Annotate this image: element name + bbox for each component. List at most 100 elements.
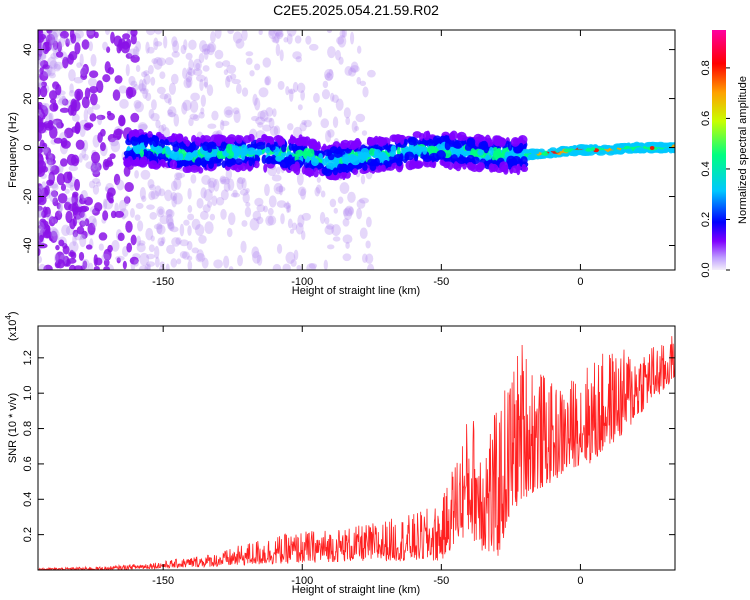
colorbar-gradient <box>712 30 726 270</box>
spectrogram-speckle <box>170 180 178 192</box>
spectrogram-speckle <box>86 30 95 36</box>
colorbar-tick-label: 0.8 <box>700 60 712 75</box>
spectrogram-speckle <box>222 60 231 67</box>
spectrogram-speckle <box>320 118 330 129</box>
spectrogram-speckle <box>74 42 81 55</box>
spectrogram-speckle <box>185 52 193 60</box>
spectrogram-cell <box>563 148 572 153</box>
spectrogram-speckle <box>320 190 326 198</box>
spectrogram-speckle <box>356 76 362 85</box>
spectrogram-speckle <box>133 99 142 109</box>
spectrogram-speckle <box>88 41 94 52</box>
spectrogram-speckle <box>359 227 368 239</box>
spectrogram-speckle <box>349 31 355 45</box>
spectrogram-speckle <box>167 106 177 118</box>
spectrogram-speckle <box>112 89 121 101</box>
spectrogram-speckle <box>145 41 150 54</box>
spectrogram-speckle <box>163 35 168 49</box>
spectrogram-speckle <box>232 189 238 198</box>
spectrogram-speckle <box>130 112 140 123</box>
spectrogram-speckle <box>296 265 302 270</box>
spectrogram-xlabel: Height of straight line (km) <box>292 285 420 297</box>
spectrogram-speckle <box>100 141 106 152</box>
spectrogram-speckle <box>42 41 50 55</box>
spectrogram-cell <box>350 140 360 149</box>
spectrogram-speckle <box>38 209 45 218</box>
spectrogram-cell <box>185 151 193 161</box>
spectrogram-cell <box>155 145 163 154</box>
spectrogram-speckle <box>158 208 164 215</box>
spectrogram-speckle <box>53 137 63 144</box>
spectrogram-speckle <box>138 240 146 246</box>
spectrogram-speckle <box>202 204 211 213</box>
spectrogram-speckle <box>231 78 241 85</box>
spectrogram-cell <box>159 159 166 167</box>
spectrogram-speckle <box>57 41 62 53</box>
spectrogram-speckle <box>200 94 206 107</box>
spectrogram-cell <box>459 134 468 141</box>
spectrogram-cell <box>226 134 237 143</box>
spectrogram-speckle <box>314 186 320 197</box>
colorbar-tick-label: 0.0 <box>700 262 712 277</box>
spectrogram-speckle <box>269 126 279 137</box>
spectrogram-speckle <box>344 66 353 76</box>
spectrogram-speckle <box>183 39 188 51</box>
spectrogram-speckle <box>211 195 218 207</box>
spectrogram-speckle <box>48 189 58 203</box>
spectrogram-cell <box>221 160 227 169</box>
spectrogram-speckle <box>228 212 236 226</box>
spectrogram-speckle <box>61 95 67 105</box>
spectrogram-speckle <box>171 195 177 208</box>
spectrogram-speckle <box>164 93 172 104</box>
spectrogram-cell <box>538 154 546 159</box>
snr-xtick-label: -100 <box>291 575 313 587</box>
spectrogram-speckle <box>38 34 45 44</box>
spectrogram-speckle <box>98 243 104 251</box>
spectrogram-cell <box>477 134 485 142</box>
spectrogram-speckle <box>286 205 292 213</box>
spectrogram-cell <box>139 155 148 166</box>
spectrogram-cell <box>130 159 140 166</box>
spectrogram-speckle <box>57 202 63 215</box>
spectrogram-speckle <box>126 242 133 253</box>
spectrogram-cell <box>280 159 289 169</box>
spectrogram-cell <box>172 143 180 152</box>
spectrogram-speckle <box>38 255 43 264</box>
spectrogram-speckle <box>288 88 296 94</box>
spectrogram-speckle <box>342 218 350 227</box>
spectrogram-speckle <box>147 179 155 189</box>
spectrogram-speckle <box>80 190 88 201</box>
spectrogram-cell <box>489 163 499 172</box>
spectrogram-speckle <box>48 216 56 227</box>
spectrogram-speckle <box>139 87 149 94</box>
spectrogram-speckle <box>75 139 85 150</box>
spectrogram-speckle <box>316 176 321 183</box>
spectrogram-speckle <box>146 263 152 270</box>
spectrogram-speckle <box>290 259 297 267</box>
snr-xtick-label: -150 <box>152 575 174 587</box>
spectrogram-cell <box>201 160 207 168</box>
spectrogram-speckle <box>191 218 201 230</box>
spectrogram-speckle <box>68 90 76 97</box>
spectrogram-cell <box>333 148 343 158</box>
spectrogram-speckle <box>103 248 112 261</box>
spectrogram-speckle <box>123 165 131 177</box>
spectrogram-speckle <box>48 174 54 182</box>
spectrogram-speckle <box>201 43 211 52</box>
snr-frame <box>37 325 676 571</box>
spectrogram-speckle <box>258 87 269 98</box>
spectrogram-speckle <box>38 205 43 218</box>
spectrogram-speckle <box>66 258 77 264</box>
spectrogram-cell <box>429 152 439 162</box>
spectrogram-speckle <box>148 190 156 201</box>
spectrogram-speckle <box>236 177 244 191</box>
spectrogram-speckle <box>49 31 59 44</box>
spectrogram-speckle <box>327 129 335 138</box>
spectrogram-speckle <box>171 51 180 58</box>
spectrogram-speckle <box>252 250 261 264</box>
spectrogram-speckle <box>117 232 125 242</box>
spectrogram-speckle <box>161 236 166 244</box>
spectrogram-speckle <box>344 205 355 217</box>
spectrogram-speckle <box>154 245 160 259</box>
